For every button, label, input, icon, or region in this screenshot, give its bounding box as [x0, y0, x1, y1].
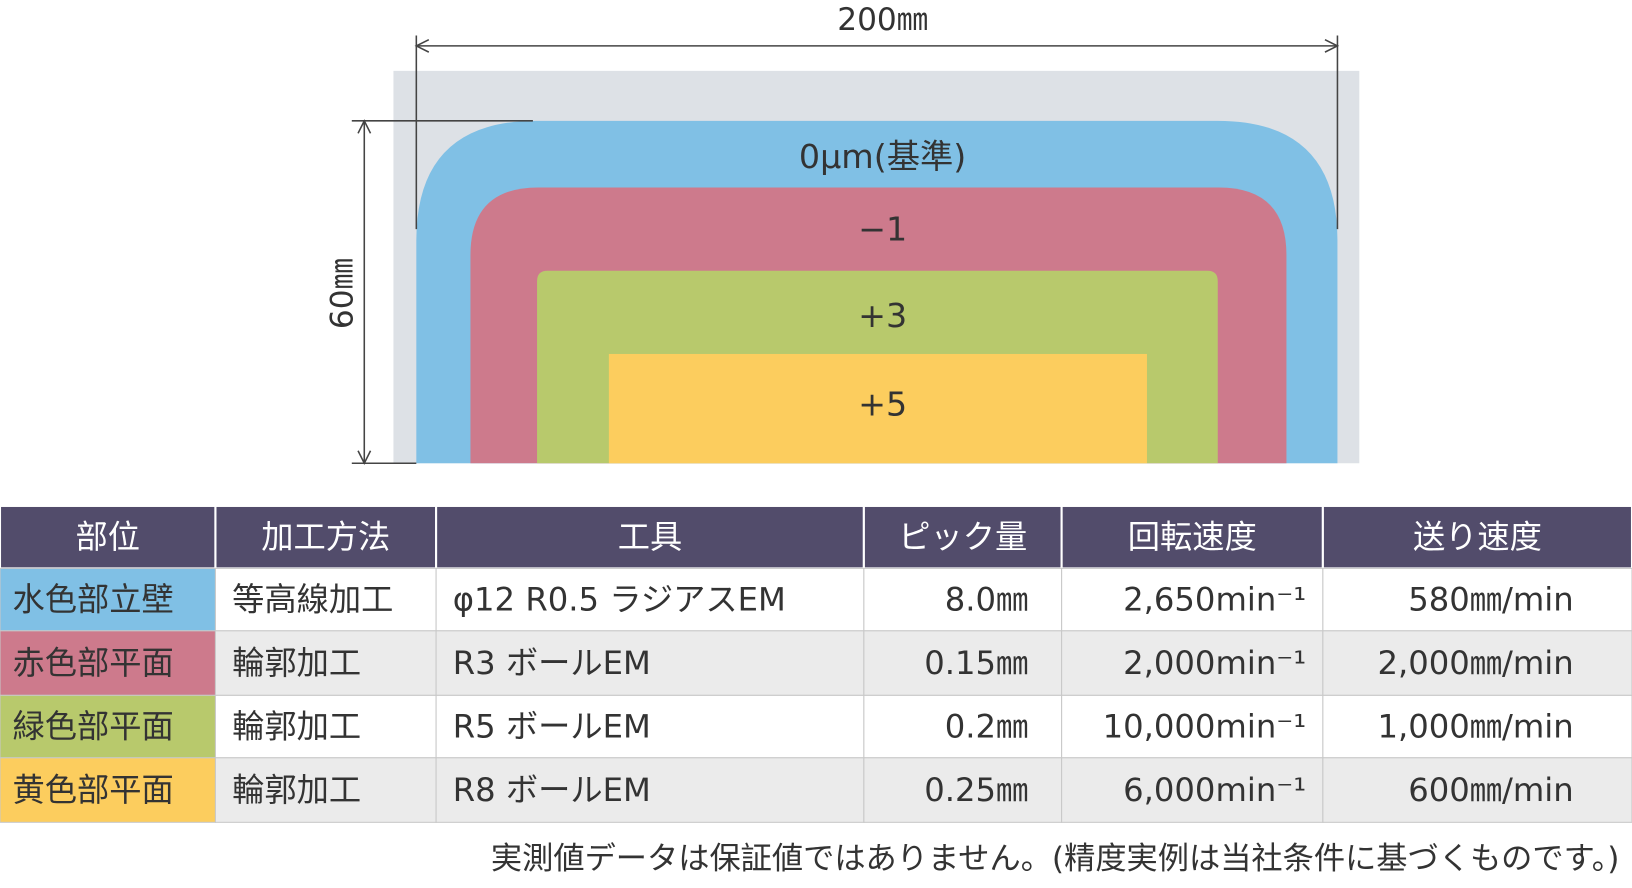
cell: [435, 567, 865, 632]
layer-label: 0μm(基準): [799, 137, 966, 176]
cell: [863, 567, 1063, 632]
header-cell: [1060, 504, 1324, 570]
height-label: 60㎜: [324, 258, 360, 329]
cell-text: R8 ボールEM: [453, 771, 651, 809]
cell: [1322, 630, 1632, 696]
header-text: 回転速度: [1128, 518, 1257, 556]
header-cell: [214, 504, 438, 570]
cell: [214, 630, 437, 696]
cell: [1061, 630, 1324, 696]
cell-text: φ12 R0.5 ラジアスEM: [453, 581, 786, 619]
cell-text: 等高線加工: [232, 581, 393, 619]
cell-text: 0.15㎜: [924, 644, 1028, 682]
cell: [0, 694, 216, 759]
cell: [863, 694, 1063, 759]
cell: [1322, 694, 1632, 759]
header-cell: [1321, 504, 1632, 570]
layer-label: −1: [858, 210, 907, 249]
header-text: 送り速度: [1413, 518, 1542, 556]
cell: [435, 757, 865, 823]
cell-text: 580㎜/min: [1408, 581, 1573, 619]
cell: [863, 630, 1063, 696]
header-text: ピック量: [898, 518, 1027, 556]
cell-text: 2,000㎜/min: [1377, 644, 1573, 682]
cell-text: R5 ボールEM: [453, 708, 651, 746]
layer-yellow: [608, 353, 1147, 464]
width-label: 200㎜: [837, 2, 928, 38]
cell-text: 水色部立壁: [12, 581, 173, 619]
cell-text: 8.0㎜: [945, 581, 1029, 619]
cell-text: 2,650min⁻¹: [1123, 581, 1306, 619]
cell: [0, 757, 216, 823]
cell: [1322, 567, 1632, 632]
cell-text: 10,000min⁻¹: [1103, 708, 1307, 746]
header-text: 加工方法: [261, 518, 390, 556]
cell-text: 輪郭加工: [232, 644, 361, 682]
cell-text: 0.2㎜: [945, 708, 1029, 746]
cell-text: 0.25㎜: [924, 771, 1028, 809]
cell-text: 輪郭加工: [232, 708, 361, 746]
cell-text: 600㎜/min: [1408, 771, 1573, 809]
cell-text: 輪郭加工: [232, 771, 361, 809]
layer-label: +5: [858, 385, 907, 424]
dimension-lines: [351, 35, 1340, 466]
cell: [1322, 757, 1632, 823]
cell: [1061, 694, 1324, 759]
cell-text: 6,000min⁻¹: [1123, 771, 1306, 809]
cell: [0, 630, 216, 696]
cell-text: 赤色部平面: [12, 644, 173, 682]
cell: [214, 757, 437, 823]
header-text: 部位: [75, 518, 140, 556]
cell: [214, 567, 437, 632]
cell-text: R3 ボールEM: [453, 644, 651, 682]
note: 実測値データは保証値ではありません。(精度実例は当社条件に基づくものです。): [491, 841, 1620, 877]
cell: [1061, 757, 1324, 823]
cell-text: 1,000㎜/min: [1377, 708, 1573, 746]
cell-text: 2,000min⁻¹: [1123, 644, 1306, 682]
cell: [1061, 567, 1324, 632]
cell: [214, 694, 437, 759]
cell-text: 黄色部平面: [12, 771, 173, 809]
cell-text: 緑色部平面: [12, 708, 173, 746]
header-text: 工具: [618, 518, 683, 556]
layer-label: +3: [858, 296, 907, 335]
